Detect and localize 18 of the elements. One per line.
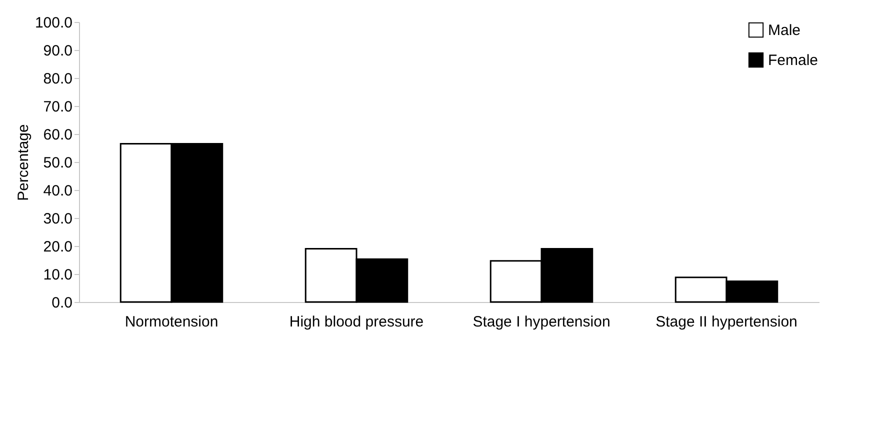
legend-label: Female — [768, 52, 818, 69]
x-tick-label: High blood pressure — [289, 314, 424, 330]
y-tick-label: 40.0 — [43, 182, 72, 200]
y-tick-label: 70.0 — [43, 98, 72, 116]
y-tick-label: 0.0 — [52, 294, 72, 312]
y-tick-label: 20.0 — [43, 238, 72, 256]
y-axis-title: Percentage — [14, 124, 32, 201]
y-tick-label: 100.0 — [34, 14, 72, 32]
x-tick-label: Normotension — [124, 314, 218, 330]
legend-label: Male — [768, 22, 801, 39]
y-tick-label: 50.0 — [43, 154, 72, 172]
y-tick-label: 10.0 — [43, 266, 72, 284]
x-tick-label: Stage II hypertension — [656, 314, 798, 330]
y-tick-label: 60.0 — [43, 126, 72, 144]
y-tick-label: 90.0 — [43, 42, 72, 60]
x-tick-label: Stage I hypertension — [472, 314, 610, 330]
y-tick-label: 30.0 — [43, 210, 72, 228]
y-tick-label: 80.0 — [43, 70, 72, 88]
